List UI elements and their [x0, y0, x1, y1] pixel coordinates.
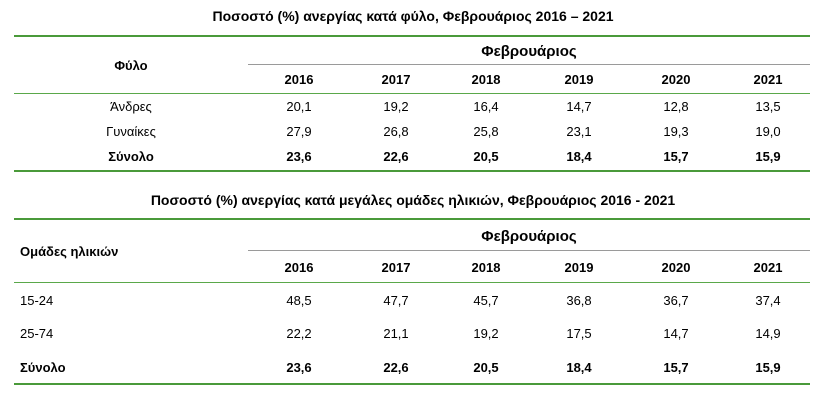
table1-cell: 27,9 [286, 124, 312, 139]
table2-row-header: Ομάδες ηλικιών [20, 244, 119, 259]
table2-cell: 37,4 [755, 293, 781, 308]
table2-total-cell: 23,6 [286, 360, 312, 375]
table2-cell: 21,1 [383, 326, 409, 341]
table2-cell: 19,2 [473, 326, 499, 341]
table1-group-underline [248, 64, 810, 65]
table1-cell: 19,0 [755, 124, 781, 139]
table2-year-header: 2018 [471, 260, 501, 275]
table2-bottom-border [14, 383, 810, 385]
table1-row-label: Άνδρες [110, 99, 152, 114]
table1-bottom-border [14, 170, 810, 172]
table2-total-cell: 20,5 [473, 360, 499, 375]
table2-group-header: Φεβρουάριος [481, 228, 577, 245]
table1-row-label: Γυναίκες [106, 124, 156, 139]
table2-year-header: 2021 [753, 260, 783, 275]
table2-header-border [14, 282, 810, 283]
table2-year-header: 2019 [564, 260, 594, 275]
table2-total-cell: 15,7 [663, 360, 689, 375]
table2-top-border [14, 218, 810, 220]
table1-total-cell: 20,5 [473, 149, 499, 164]
table1-cell: 26,8 [383, 124, 409, 139]
table1-cell: 19,2 [383, 99, 409, 114]
table2-cell: 48,5 [286, 293, 312, 308]
table2-year-header: 2017 [381, 260, 411, 275]
table2-row-label: 15-24 [20, 293, 54, 308]
table1-total-cell: 18,4 [566, 149, 592, 164]
table2-cell: 14,7 [663, 326, 689, 341]
table2-row-label: 25-74 [20, 326, 54, 341]
table2-total-cell: 22,6 [383, 360, 409, 375]
table2-cell: 36,8 [566, 293, 592, 308]
table1-cell: 16,4 [473, 99, 499, 114]
table2-cell: 47,7 [383, 293, 409, 308]
table1-total-label: Σύνολο [108, 149, 154, 164]
table1-cell: 12,8 [663, 99, 689, 114]
table2-cell: 14,9 [755, 326, 781, 341]
table1-cell: 20,1 [286, 99, 312, 114]
table1-cell: 13,5 [755, 99, 781, 114]
table1-header-border [14, 93, 810, 94]
table1-year-header: 2017 [381, 72, 411, 87]
table1-top-border [14, 35, 810, 37]
table1-row-header: Φύλο [114, 58, 148, 73]
table2-cell: 17,5 [566, 326, 592, 341]
table2-total-cell: 18,4 [566, 360, 592, 375]
table2-cell: 36,7 [663, 293, 689, 308]
table1-title: Ποσοστό (%) ανεργίας κατά φύλο, Φεβρουάρ… [212, 8, 614, 24]
table2-total-cell: 15,9 [755, 360, 781, 375]
table1-cell: 23,1 [566, 124, 592, 139]
table1-cell: 19,3 [663, 124, 689, 139]
table2-group-underline [248, 250, 810, 251]
table1-year-header: 2019 [564, 72, 594, 87]
table2-total-label: Σύνολο [20, 360, 66, 375]
table1-total-cell: 22,6 [383, 149, 409, 164]
table1-total-cell: 23,6 [286, 149, 312, 164]
table1-year-header: 2021 [753, 72, 783, 87]
table2-year-header: 2020 [661, 260, 691, 275]
table2-title: Ποσοστό (%) ανεργίας κατά μεγάλες ομάδες… [150, 192, 676, 208]
table2-year-header: 2016 [284, 260, 314, 275]
table2-cell: 22,2 [286, 326, 312, 341]
table1-cell: 14,7 [566, 99, 592, 114]
table1-year-header: 2020 [661, 72, 691, 87]
table1-total-cell: 15,9 [755, 149, 781, 164]
table1-cell: 25,8 [473, 124, 499, 139]
table2-cell: 45,7 [473, 293, 499, 308]
table1-group-header: Φεβρουάριος [481, 43, 577, 60]
table1-total-cell: 15,7 [663, 149, 689, 164]
table1-year-header: 2016 [284, 72, 314, 87]
table1-year-header: 2018 [471, 72, 501, 87]
